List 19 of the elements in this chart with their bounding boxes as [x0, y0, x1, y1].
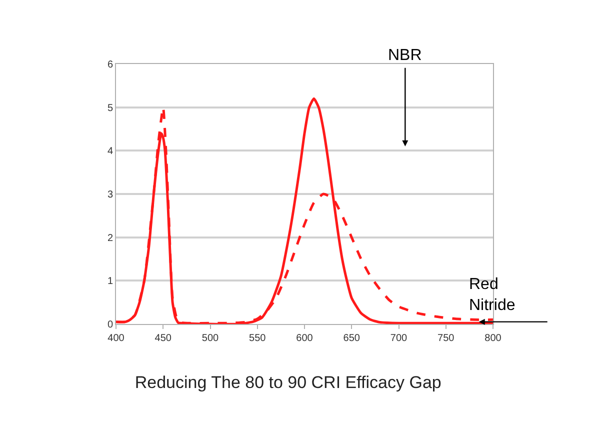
x-tick-label: 600	[296, 333, 314, 344]
y-tick-label: 2	[107, 232, 114, 244]
x-tick-label: 500	[202, 333, 220, 344]
y-tick-label: 4	[107, 146, 114, 158]
y-tick-label: 0	[107, 320, 114, 330]
annotation: Red Nitride	[469, 276, 516, 314]
x-tick-label: 650	[343, 333, 360, 344]
x-tick-label: 700	[390, 333, 408, 344]
y-tick-label: 3	[107, 190, 114, 200]
x-tick-label: 750	[438, 333, 455, 344]
x-tick-label: 550	[249, 333, 266, 344]
x-tick-label: 450	[154, 333, 172, 344]
y-tick-label: 5	[107, 102, 114, 114]
x-tick-label: 800	[484, 333, 502, 344]
x-tick-label: 400	[108, 333, 125, 344]
y-tick-label: 1	[107, 276, 114, 288]
annotation: NBR	[388, 47, 422, 64]
text: Reducing The 80 to 90 CRI Efficacy Gap	[134, 372, 442, 392]
y-tick-label: 6	[107, 60, 114, 70]
